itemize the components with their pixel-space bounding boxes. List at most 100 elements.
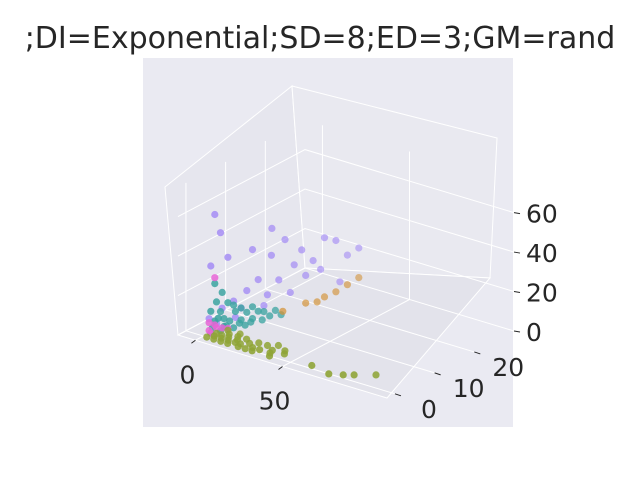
data-point-series-0 [243, 287, 251, 295]
data-point-series-0 [286, 288, 294, 297]
data-point-series-1 [230, 324, 238, 332]
data-point-series-1 [212, 298, 221, 306]
data-point-series-0 [281, 236, 289, 244]
data-point-series-2 [205, 319, 213, 327]
data-point-series-0 [309, 257, 317, 265]
data-point-series-1 [237, 304, 245, 312]
data-point-series-1 [243, 308, 251, 316]
data-point-series-0 [231, 313, 239, 321]
data-point-series-3 [313, 298, 321, 306]
data-point-series-4 [263, 341, 272, 350]
grid-line-z [177, 227, 515, 296]
data-point-series-4 [203, 333, 211, 341]
y-tick-label: 10 [453, 374, 485, 403]
data-point-series-4 [256, 346, 264, 354]
data-point-series-1 [230, 301, 238, 309]
data-point-series-1 [258, 316, 266, 324]
data-point-series-4 [212, 329, 221, 337]
data-point-series-1 [248, 303, 257, 311]
data-point-series-1 [216, 308, 225, 316]
chart-title: ;DI=Exponential;SD=8;ED=3;GM=rand [25, 21, 616, 56]
data-point-series-1 [254, 307, 262, 315]
y-tick-mark [434, 372, 441, 376]
data-point-series-1 [260, 308, 268, 316]
data-point-series-4 [274, 341, 282, 350]
data-point-series-1 [224, 299, 232, 307]
data-point-series-4 [266, 349, 274, 357]
data-point-series-0 [290, 261, 298, 269]
data-point-series-3 [279, 307, 287, 315]
y-tick-label: 0 [421, 395, 437, 424]
data-point-series-1 [207, 307, 215, 315]
data-point-series-0 [267, 251, 275, 259]
data-point-series-3 [343, 281, 351, 289]
data-point-series-0 [336, 278, 344, 286]
data-point-series-2 [212, 323, 221, 332]
data-point-series-0 [355, 244, 363, 252]
data-point-series-4 [234, 333, 242, 341]
data-points [203, 210, 380, 379]
z-tick-label: 0 [526, 318, 542, 347]
data-point-series-3 [332, 288, 340, 296]
data-point-series-3 [355, 274, 363, 282]
z-tick-label: 20 [526, 279, 558, 308]
data-point-series-0 [254, 276, 262, 284]
x-tick-label: 50 [259, 387, 291, 416]
grid-line-x-floor [282, 299, 410, 367]
data-point-series-1 [218, 288, 226, 296]
data-point-series-0 [343, 251, 351, 259]
data-point-series-1 [231, 307, 239, 316]
y-tick-mark [474, 351, 481, 355]
data-point-series-1 [235, 319, 243, 327]
data-point-series-2 [211, 274, 219, 282]
data-point-series-4 [243, 335, 251, 343]
z-tick-mark [513, 291, 521, 294]
data-point-series-4 [372, 371, 380, 379]
data-point-series-0 [320, 234, 329, 242]
grid-line-y-floor [265, 288, 475, 353]
data-point-series-4 [255, 339, 263, 347]
x-tick-mark [191, 339, 196, 344]
data-point-series-1 [266, 312, 274, 320]
data-point-series-2 [218, 324, 226, 332]
data-point-series-0 [332, 236, 340, 245]
data-point-series-4 [236, 340, 244, 348]
grid-line-z [177, 149, 515, 218]
x-tick-label: 0 [179, 360, 195, 389]
data-point-series-0 [302, 271, 310, 279]
data-point-series-1 [247, 318, 255, 326]
data-point-series-3 [320, 293, 329, 301]
data-point-series-4 [325, 370, 333, 378]
data-point-series-0 [224, 253, 232, 261]
data-point-series-0 [248, 246, 257, 254]
z-tick-label: 60 [526, 200, 558, 229]
data-point-series-0 [268, 224, 276, 232]
data-point-series-4 [241, 345, 249, 353]
data-point-series-1 [211, 280, 219, 288]
z-tick-label: 40 [526, 239, 558, 268]
data-point-series-1 [220, 315, 228, 323]
z-tick-mark [513, 212, 521, 215]
data-point-series-3 [302, 299, 310, 307]
data-point-series-4 [280, 350, 288, 358]
z-tick-mark [513, 251, 521, 254]
data-point-series-0 [260, 302, 268, 310]
data-point-series-0 [275, 276, 283, 284]
y-tick-mark [394, 393, 402, 397]
data-point-series-4 [308, 361, 316, 370]
data-point-series-0 [317, 265, 325, 273]
data-point-series-0 [207, 262, 215, 270]
data-point-series-1 [241, 321, 249, 329]
z-tick-mark [513, 330, 521, 333]
data-point-series-4 [339, 371, 347, 379]
x-tick-mark [278, 366, 283, 370]
data-point-series-4 [350, 371, 358, 379]
data-point-series-0 [263, 291, 271, 299]
data-point-series-1 [271, 306, 279, 314]
data-point-series-0 [298, 246, 306, 254]
data-point-series-0 [216, 229, 225, 237]
data-point-series-0 [211, 210, 219, 219]
y-tick-label: 20 [492, 353, 524, 382]
